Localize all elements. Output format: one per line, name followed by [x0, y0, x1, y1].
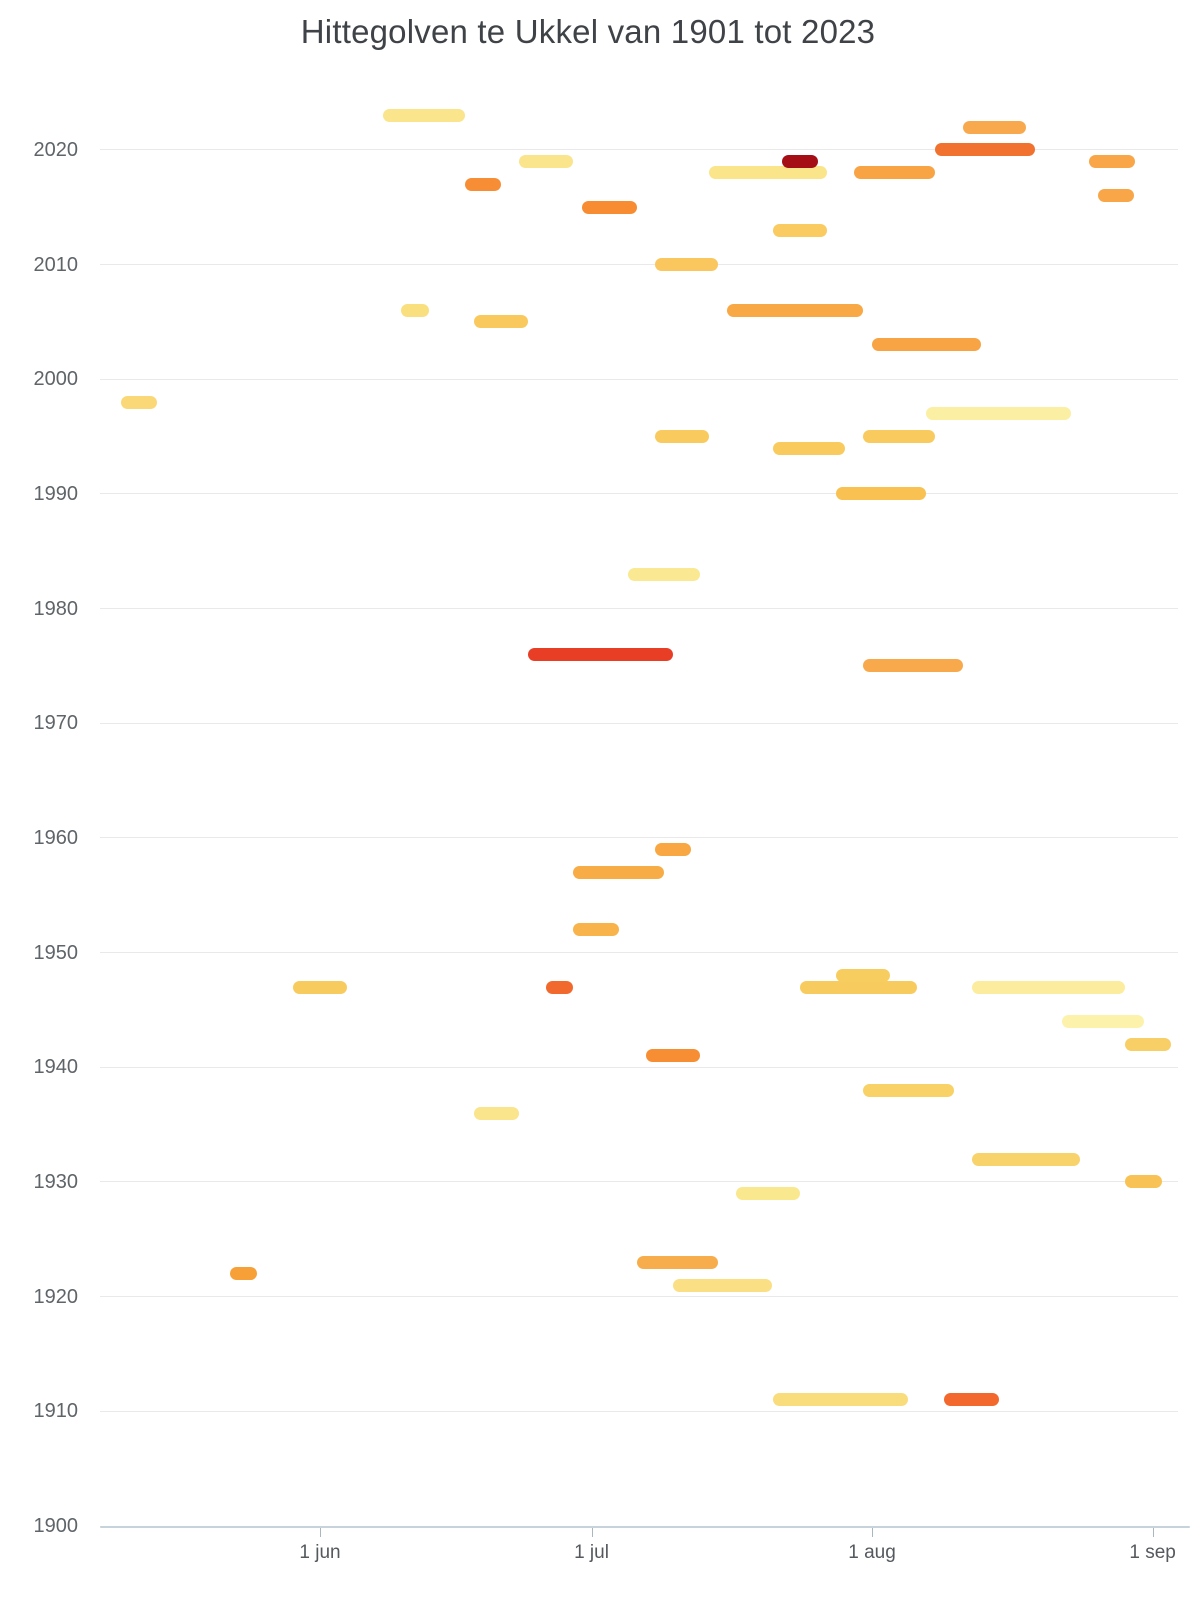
heatwave-bar[interactable]	[1125, 1175, 1162, 1189]
heatwave-bar[interactable]	[464, 177, 501, 191]
heatwave-bar[interactable]	[573, 865, 664, 879]
heatwave-bar[interactable]	[473, 315, 529, 329]
gridline-1910	[100, 1410, 1178, 1412]
heatwave-bar[interactable]	[401, 304, 429, 318]
y-axis-label: 1990	[33, 482, 79, 505]
y-axis-label: 1900	[33, 1515, 79, 1537]
y-axis-label: 1930	[33, 1170, 79, 1193]
heatwave-bar[interactable]	[935, 143, 1035, 157]
heatwave-bar[interactable]	[944, 1393, 999, 1407]
heatwave-bar[interactable]	[383, 109, 465, 123]
heatwave-bar[interactable]	[727, 304, 863, 318]
heatwave-bar[interactable]	[654, 430, 710, 444]
heatwave-bar[interactable]	[627, 567, 701, 581]
heatwave-bar[interactable]	[1125, 1037, 1171, 1051]
heatwave-bar[interactable]	[1062, 1014, 1144, 1028]
y-axis-label: 1920	[33, 1285, 79, 1308]
heatwave-bar[interactable]	[863, 1083, 954, 1097]
heatwave-bar[interactable]	[853, 166, 936, 180]
x-axis-tick	[1152, 1528, 1154, 1537]
gridline-1930	[100, 1181, 1178, 1183]
gridline-1960	[100, 837, 1178, 839]
heatwave-bar[interactable]	[772, 441, 845, 455]
gridline-1990	[100, 493, 1178, 495]
x-axis-label: 1 jul	[574, 1542, 609, 1563]
heatwave-bar[interactable]	[709, 166, 827, 180]
y-axis-label: 2010	[33, 253, 79, 276]
heatwave-bar[interactable]	[654, 842, 692, 856]
heatwave-bar[interactable]	[863, 430, 936, 444]
heatwave-bar[interactable]	[573, 923, 619, 937]
heatwave-bar[interactable]	[645, 1049, 701, 1063]
x-axis-label: 1 jun	[299, 1542, 341, 1563]
heatwave-bar[interactable]	[473, 1106, 520, 1120]
heatwave-bar[interactable]	[519, 154, 574, 168]
heatwave-bar[interactable]	[636, 1255, 719, 1269]
x-axis-line	[100, 1526, 1190, 1528]
y-axis-label: 1940	[33, 1056, 79, 1079]
x-axis-tick	[591, 1528, 593, 1537]
heatwave-bar[interactable]	[799, 980, 918, 994]
heatwave-bar[interactable]	[971, 980, 1126, 994]
x-axis-tick	[872, 1528, 874, 1537]
heatwave-bar[interactable]	[120, 395, 158, 409]
heatwave-bar[interactable]	[863, 659, 963, 673]
heatwave-bar[interactable]	[229, 1267, 257, 1281]
heatwave-bar[interactable]	[582, 200, 637, 214]
heatwave-bar[interactable]	[772, 223, 827, 237]
y-axis-label: 1970	[33, 712, 79, 735]
y-axis-label: 1950	[33, 941, 79, 964]
chart-title: Hittegolven te Ukkel van 1901 tot 2023	[300, 13, 876, 50]
heatwave-bar[interactable]	[962, 120, 1026, 134]
heatwave-bar[interactable]	[546, 980, 574, 994]
heatwave-bar[interactable]	[736, 1186, 800, 1200]
heatwave-bar[interactable]	[672, 1278, 773, 1292]
gridline-1970	[100, 722, 1178, 724]
heatwave-bar[interactable]	[926, 407, 1072, 421]
heatwave-bar[interactable]	[971, 1152, 1081, 1166]
gridline-2000	[100, 378, 1178, 380]
heatwave-bar[interactable]	[872, 338, 981, 352]
gridline-2020	[100, 149, 1178, 151]
y-axis-label: 1910	[33, 1400, 79, 1423]
gridline-1940	[100, 1066, 1178, 1068]
x-axis-label: 1 sep	[1129, 1542, 1176, 1563]
y-axis-label: 2000	[33, 368, 79, 391]
y-axis-label: 1960	[33, 826, 79, 849]
heatwave-bar[interactable]	[781, 154, 818, 168]
heatwave-bar[interactable]	[292, 980, 348, 994]
heatwave-bar[interactable]	[835, 969, 891, 983]
gridline-1950	[100, 952, 1178, 954]
y-axis-label: 1980	[33, 597, 79, 620]
heatwave-bar[interactable]	[1089, 154, 1135, 168]
heatwave-bar[interactable]	[772, 1393, 909, 1407]
gridline-1920	[100, 1296, 1178, 1298]
heatwave-bar[interactable]	[528, 648, 673, 662]
x-axis-tick	[320, 1528, 321, 1537]
heatwave-bar[interactable]	[835, 487, 927, 501]
heatwave-bar[interactable]	[1098, 189, 1135, 203]
y-axis-label: 2020	[33, 138, 79, 161]
x-axis-label: 1 aug	[848, 1542, 896, 1563]
gridline-1980	[100, 608, 1178, 610]
gridline-2010	[100, 264, 1178, 266]
heatwave-bar[interactable]	[654, 258, 719, 272]
